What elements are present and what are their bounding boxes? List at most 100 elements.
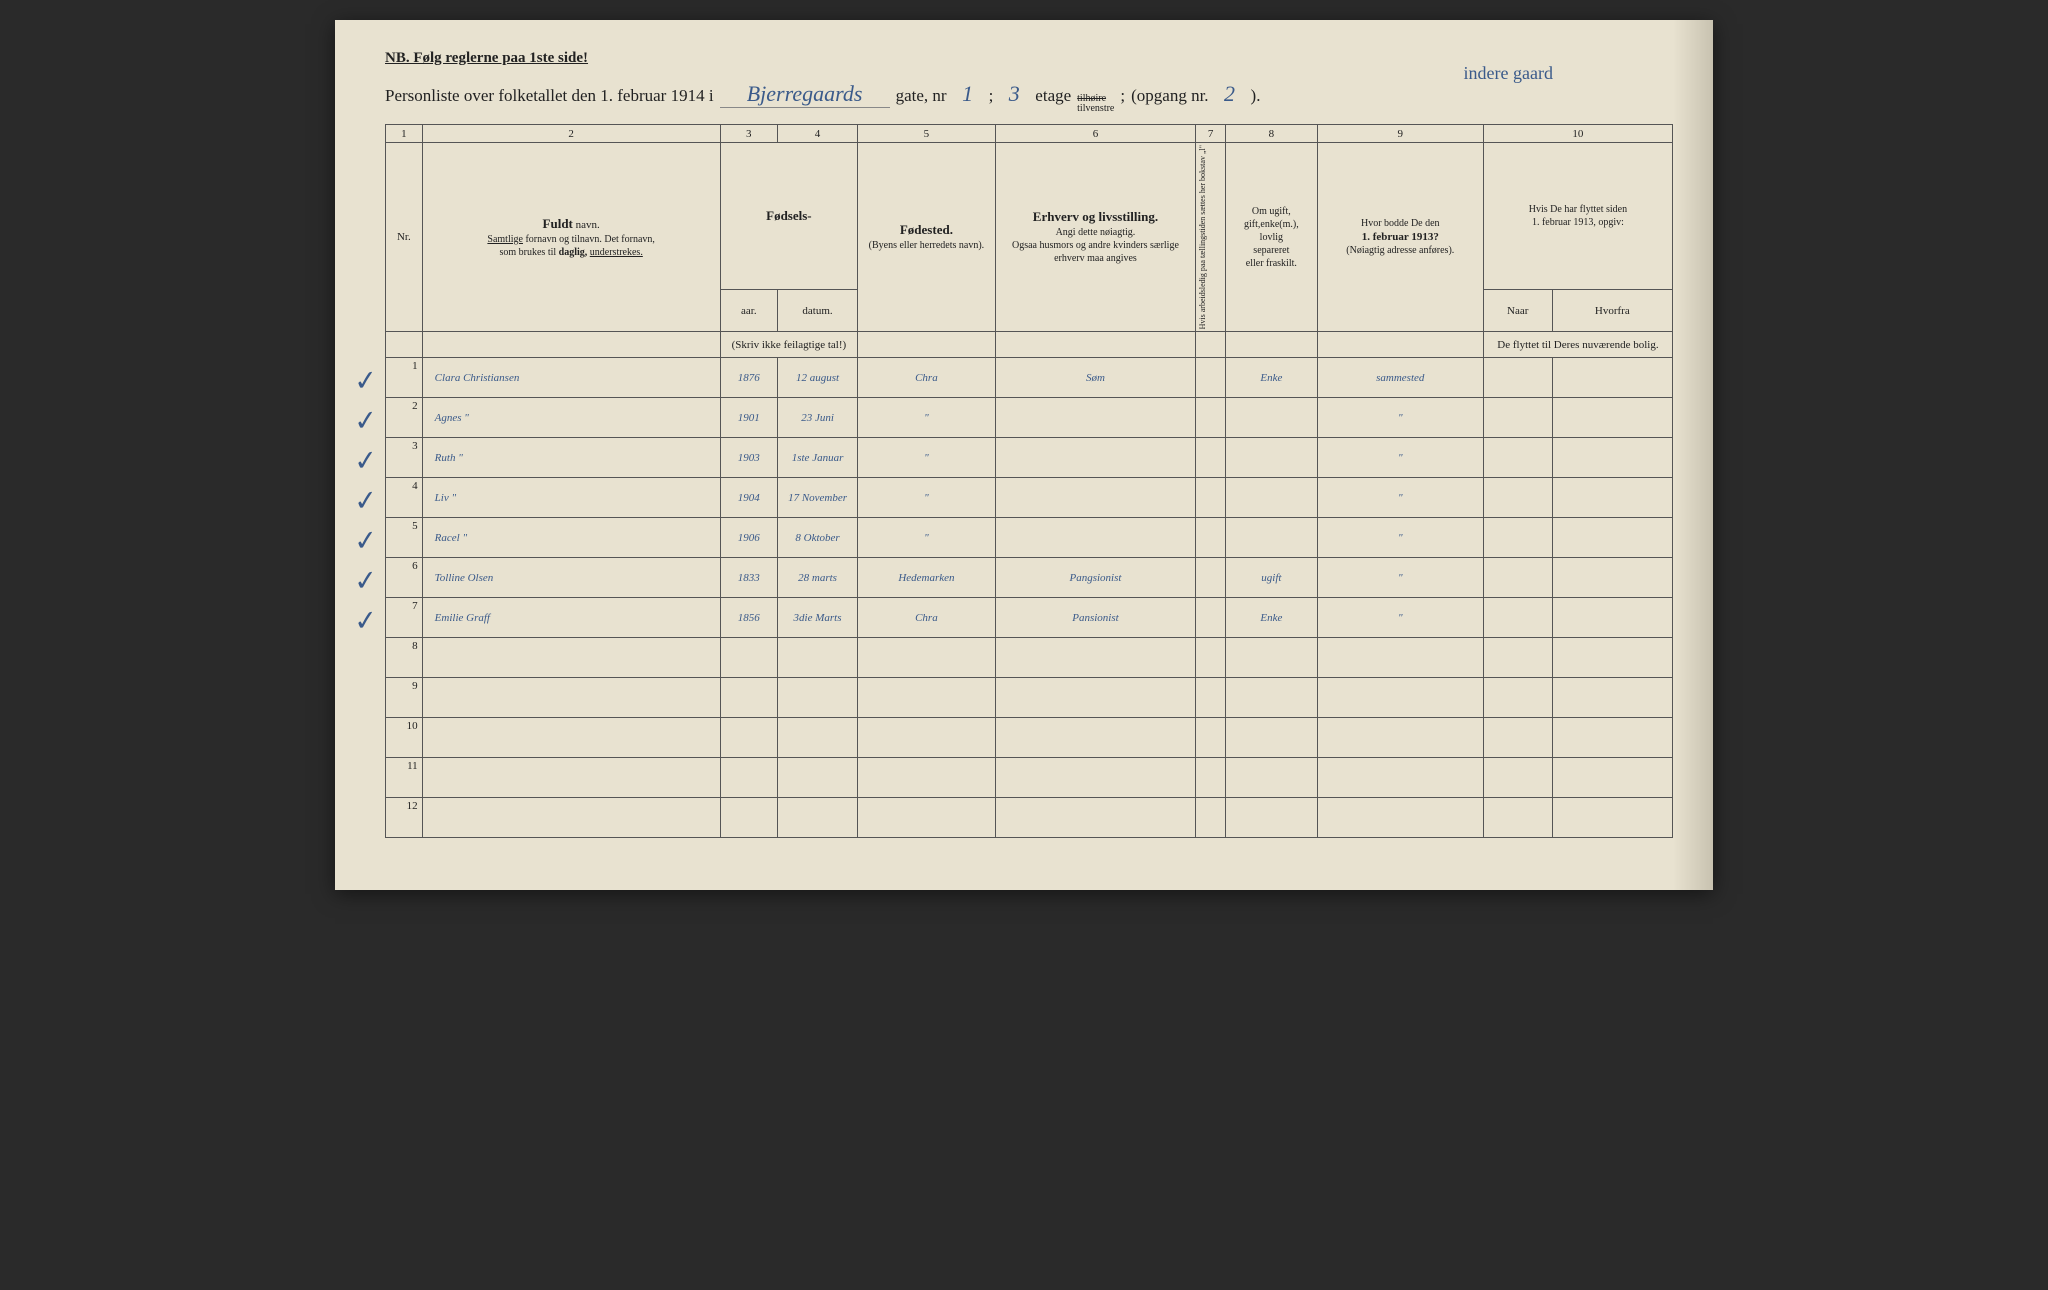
title-line: indere gaard Personliste over folketalle… — [385, 81, 1673, 114]
colnum-7: 7 — [1196, 125, 1226, 143]
cell-hvorfra — [1552, 558, 1672, 598]
cell-hvorfra — [1552, 438, 1672, 478]
cell-residence — [1317, 798, 1483, 838]
row-number: 12 — [386, 798, 423, 838]
cell-name: Ruth " — [422, 438, 720, 478]
table-row: ✓6 Tolline Olsen 1833 28 marts Hedemarke… — [386, 558, 1673, 598]
etage-label: etage — [1035, 86, 1071, 106]
cell-birthplace — [858, 678, 996, 718]
table-row: ✓4 Liv " 1904 17 November " " — [386, 478, 1673, 518]
cell-naar — [1483, 558, 1552, 598]
margin-annotation: indere gaard — [1464, 63, 1553, 84]
row-number: 9 — [386, 678, 423, 718]
cell-birthplace: Hedemarken — [858, 558, 996, 598]
header-marital: Om ugift, gift,enke(m.), lovlig separere… — [1226, 143, 1318, 332]
cell-marital — [1226, 438, 1318, 478]
colnum-1: 1 — [386, 125, 423, 143]
table-row: ✓7 Emilie Graff 1856 3die Marts Chra Pan… — [386, 598, 1673, 638]
row-number: ✓6 — [386, 558, 423, 598]
cell-name — [422, 638, 720, 678]
cell-naar — [1483, 718, 1552, 758]
c8-4: separeret — [1229, 244, 1314, 257]
semicolon: ; — [989, 86, 994, 106]
c8-2: gift,enke(m.), — [1229, 218, 1314, 231]
row-number: ✓5 — [386, 518, 423, 558]
cell-name — [422, 758, 720, 798]
checkmark-icon: ✓ — [353, 523, 379, 558]
checkmark-icon: ✓ — [353, 403, 379, 438]
cell-year: 1903 — [720, 438, 777, 478]
cell-birthplace — [858, 798, 996, 838]
c9-3: (Nøiagtig adresse anføres). — [1321, 244, 1480, 257]
colnum-3: 3 — [720, 125, 777, 143]
cell-col7 — [1196, 438, 1226, 478]
cell-naar — [1483, 758, 1552, 798]
etage-number: 3 — [999, 81, 1029, 107]
cell-naar — [1483, 518, 1552, 558]
name-sub5: understrekes. — [590, 247, 643, 258]
cell-residence: " — [1317, 478, 1483, 518]
colnum-6: 6 — [995, 125, 1196, 143]
name-sub4: daglig, — [559, 247, 588, 258]
cell-name: Agnes " — [422, 398, 720, 438]
cell-year: 1833 — [720, 558, 777, 598]
erhverv-sub1: Angi dette nøiagtig. — [999, 226, 1193, 239]
cell-occupation: Pansionist — [995, 598, 1196, 638]
header-moved: Hvis De har flyttet siden 1. februar 191… — [1483, 143, 1672, 290]
cell-occupation — [995, 478, 1196, 518]
cell-col7 — [1196, 478, 1226, 518]
header-residence: Hvor bodde De den 1. februar 1913? (Nøia… — [1317, 143, 1483, 332]
cell-hvorfra — [1552, 638, 1672, 678]
cell-date: 28 marts — [777, 558, 857, 598]
name-bold: Fuldt — [543, 216, 573, 231]
side-options: tilhøire tilvenstre — [1077, 94, 1114, 114]
cell-col7 — [1196, 678, 1226, 718]
cell-birthplace — [858, 718, 996, 758]
header-naar: Naar — [1483, 289, 1552, 331]
table-row: 8 — [386, 638, 1673, 678]
cell-marital: Enke — [1226, 358, 1318, 398]
checkmark-icon: ✓ — [353, 563, 379, 598]
cell-marital: Enke — [1226, 598, 1318, 638]
c8-5: eller fraskilt. — [1229, 257, 1314, 270]
cell-occupation — [995, 678, 1196, 718]
header-aar: aar. — [720, 289, 777, 331]
cell-col7 — [1196, 358, 1226, 398]
cell-naar — [1483, 798, 1552, 838]
row-number: ✓7 — [386, 598, 423, 638]
table-row: ✓5 Racel " 1906 8 Oktober " " — [386, 518, 1673, 558]
side-bottom: tilvenstre — [1077, 104, 1114, 114]
cell-col7 — [1196, 398, 1226, 438]
cell-marital — [1226, 678, 1318, 718]
cell-name — [422, 798, 720, 838]
cell-residence — [1317, 718, 1483, 758]
colnum-9: 9 — [1317, 125, 1483, 143]
cell-col7 — [1196, 638, 1226, 678]
cell-hvorfra — [1552, 678, 1672, 718]
cell-marital — [1226, 478, 1318, 518]
cell-date — [777, 798, 857, 838]
cell-occupation — [995, 518, 1196, 558]
cell-hvorfra — [1552, 478, 1672, 518]
cell-name: Emilie Graff — [422, 598, 720, 638]
c10-2: 1. februar 1913, opgiv: — [1487, 216, 1669, 229]
opgang-number: 2 — [1215, 81, 1245, 107]
side-sep: ; — [1120, 86, 1125, 106]
cell-name: Racel " — [422, 518, 720, 558]
name-sub2: fornavn og tilnavn. Det fornavn, — [525, 234, 654, 245]
cell-residence: " — [1317, 438, 1483, 478]
c8-1: Om ugift, — [1229, 205, 1314, 218]
checkmark-icon: ✓ — [353, 483, 379, 518]
c9-1: Hvor bodde De den — [1321, 217, 1480, 230]
cell-naar — [1483, 638, 1552, 678]
cell-date — [777, 678, 857, 718]
table-row: 11 — [386, 758, 1673, 798]
cell-occupation — [995, 398, 1196, 438]
cell-col7 — [1196, 518, 1226, 558]
cell-hvorfra — [1552, 518, 1672, 558]
cell-year — [720, 798, 777, 838]
cell-hvorfra — [1552, 718, 1672, 758]
header-fodsels: Fødsels- — [720, 143, 858, 290]
row-number: 10 — [386, 718, 423, 758]
cell-date: 23 Juni — [777, 398, 857, 438]
